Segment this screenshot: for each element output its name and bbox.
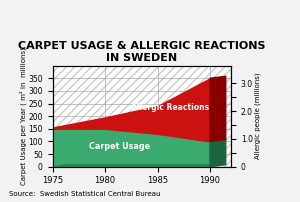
Polygon shape: [210, 139, 226, 167]
Title: CARPET USAGE & ALLERGIC REACTIONS
IN SWEDEN: CARPET USAGE & ALLERGIC REACTIONS IN SWE…: [18, 41, 266, 63]
Polygon shape: [210, 76, 226, 141]
Text: Source:  Swedish Statistical Central Bureau: Source: Swedish Statistical Central Bure…: [9, 191, 160, 197]
Polygon shape: [52, 165, 226, 167]
Text: Carpet Usage: Carpet Usage: [89, 142, 150, 151]
Y-axis label: Carpet Usage per Year ( m² in  millions): Carpet Usage per Year ( m² in millions): [19, 47, 27, 185]
Y-axis label: Allergic people (millions): Allergic people (millions): [254, 73, 261, 159]
Text: Allergic Reactions: Allergic Reactions: [131, 103, 209, 112]
